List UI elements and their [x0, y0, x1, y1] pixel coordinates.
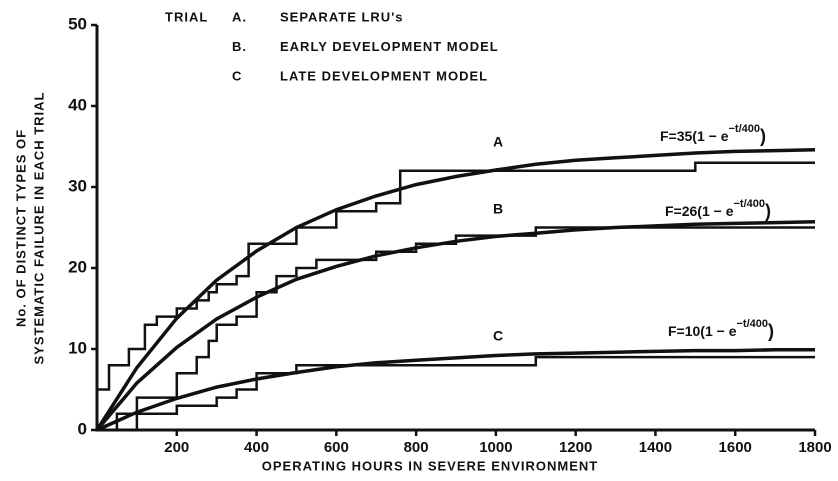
y-tick-label: 0: [78, 419, 87, 438]
equation: F=35(1 − e−t/400): [660, 123, 766, 146]
y-tick-label: 20: [68, 257, 87, 276]
y-tick-label: 50: [68, 14, 87, 33]
x-tick-label: 1400: [639, 439, 672, 456]
series-label: C: [493, 328, 503, 344]
legend-label: EARLY DEVELOPMENT MODEL: [280, 39, 499, 54]
y-tick-label: 30: [68, 176, 87, 195]
equation-prefix: F=26(1 − e: [665, 203, 734, 219]
series-label: B: [493, 201, 503, 217]
x-tick-label: 800: [404, 439, 429, 456]
legend-key: B.: [232, 39, 247, 54]
x-tick-label: 400: [244, 439, 269, 456]
equation-suffix: ): [765, 201, 771, 221]
legend-key: C: [232, 68, 242, 83]
x-tick-label: 200: [164, 439, 189, 456]
equation-exponent: −t/400: [729, 123, 761, 135]
step-line: [97, 355, 815, 432]
x-tick-label: 1800: [798, 439, 831, 456]
equation-prefix: F=35(1 − e: [660, 128, 729, 144]
fit-curve: [95, 147, 816, 431]
legend-label: LATE DEVELOPMENT MODEL: [280, 68, 488, 83]
equation-exponent: −t/400: [737, 318, 769, 330]
y-tick-label: 40: [68, 95, 87, 114]
step-line: [97, 161, 815, 391]
x-tick-label: 1200: [559, 439, 592, 456]
legend-key: A.: [232, 9, 247, 24]
equation: F=26(1 − e−t/400): [665, 198, 771, 221]
equation-suffix: ): [760, 126, 766, 146]
series-label: A: [493, 134, 503, 150]
legend-label: SEPARATE LRU's: [280, 9, 404, 24]
y-tick-label: 10: [68, 338, 87, 357]
x-tick-label: 600: [324, 439, 349, 456]
x-axis-label: OPERATING HOURS IN SEVERE ENVIRONMENT: [262, 458, 599, 473]
legend-title: TRIAL: [165, 9, 208, 24]
x-tick-label: 1600: [719, 439, 752, 456]
step-line: [97, 226, 815, 432]
equation-prefix: F=10(1 − e: [668, 323, 737, 339]
x-tick-label: 1000: [479, 439, 512, 456]
equation: F=10(1 − e−t/400): [668, 318, 774, 341]
equation-suffix: ): [768, 321, 774, 341]
y-axis-label: No. OF DISTINCT TYPES OF: [13, 129, 28, 327]
fit-curve: [96, 348, 815, 432]
equation-exponent: −t/400: [734, 198, 766, 210]
y-axis-label: SYSTEMATIC FAILURE IN EACH TRIAL: [31, 92, 46, 365]
